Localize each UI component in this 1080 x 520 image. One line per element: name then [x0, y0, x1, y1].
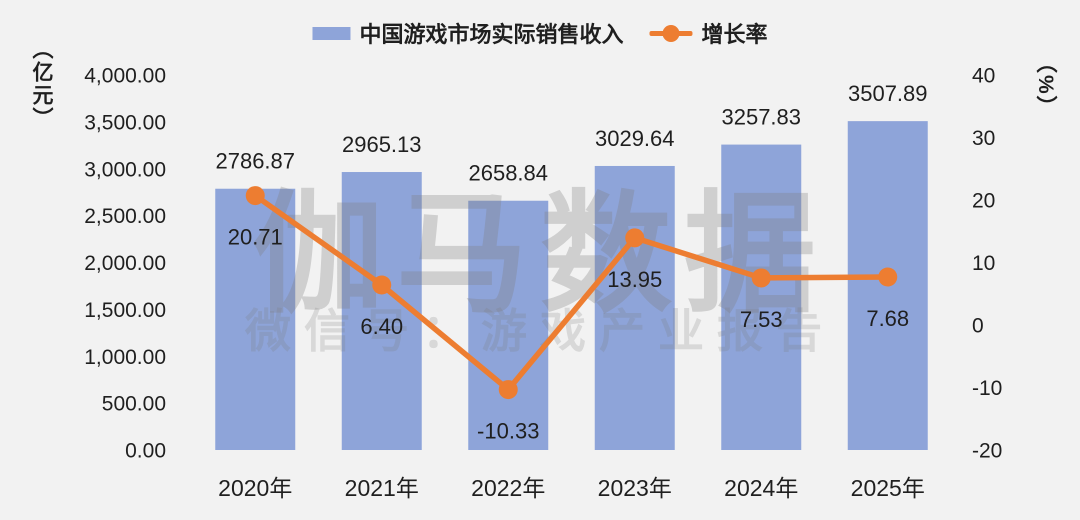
right-axis-unit-label: （%）: [1034, 52, 1057, 119]
bar-2023年: [594, 165, 675, 450]
legend-revenue-label: 中国游戏市场实际销售收入: [359, 22, 624, 47]
right-axis-tick: 10: [972, 252, 995, 275]
growth-point-2022年: [498, 380, 518, 400]
x-axis-label-2021年: 2021年: [345, 475, 419, 501]
bar-2021年: [341, 172, 422, 451]
left-axis-tick: 3,000.00: [84, 158, 166, 181]
legend: 中国游戏市场实际销售收入 增长率: [312, 17, 768, 49]
bar-2024年: [721, 144, 802, 450]
x-axis-label-2025年: 2025年: [851, 475, 925, 501]
legend-growth-label: 增长率: [701, 22, 768, 47]
right-axis-tick: 0: [972, 315, 984, 338]
bar-value-label: 2786.87: [215, 149, 295, 174]
left-axis-tick: 2,000.00: [84, 252, 166, 275]
bar-2022年: [468, 200, 549, 450]
legend-item-growth-rate: 增长率: [649, 17, 768, 49]
bar-value-label: 2658.84: [468, 161, 548, 186]
left-axis-tick: 3,500.00: [84, 111, 166, 134]
x-axis-label-2024年: 2024年: [724, 475, 798, 501]
growth-value-label: 20.71: [228, 225, 283, 250]
growth-rate-line: [252, 192, 891, 393]
growth-point-2021年: [372, 275, 392, 295]
bar-2020年: [215, 188, 296, 450]
growth-point-2024年: [751, 268, 771, 288]
growth-value-label: 7.53: [740, 307, 783, 332]
growth-value-label: 13.95: [607, 267, 662, 292]
left-axis-tick: 0.00: [125, 440, 166, 463]
watermark-wechat: 微信号：游戏产业报告: [245, 305, 835, 357]
growth-value-label: 7.68: [866, 306, 909, 331]
growth-value-label: 6.40: [360, 314, 403, 339]
growth-point-2020年: [245, 186, 265, 206]
left-axis-tick: 1,500.00: [84, 299, 166, 322]
right-axis-tick: 40: [972, 65, 995, 88]
bar-2025年: [847, 121, 928, 450]
x-axis-label-2020年: 2020年: [218, 475, 292, 501]
left-axis-unit-label: （亿元）: [30, 38, 53, 130]
x-axis-label-2022年: 2022年: [471, 475, 545, 501]
left-axis-tick: 2,500.00: [84, 205, 166, 228]
watermark-brand: 伽马数据: [252, 181, 828, 328]
line-series-marker-icon: [649, 24, 693, 42]
growth-point-2025年: [878, 267, 898, 287]
left-axis-tick: 500.00: [102, 393, 166, 416]
left-axis-tick: 4,000.00: [84, 65, 166, 88]
legend-item-revenue: 中国游戏市场实际销售收入: [312, 17, 624, 49]
bar-value-label: 3029.64: [595, 126, 675, 151]
bar-value-label: 2965.13: [342, 132, 422, 157]
right-axis-tick: 30: [972, 127, 995, 150]
bar-value-label: 3507.89: [848, 81, 928, 106]
growth-value-label: -10.33: [477, 419, 539, 444]
bar-series-swatch-icon: [312, 26, 351, 40]
right-axis-tick: -20: [972, 440, 1002, 463]
right-axis-tick: -10: [972, 377, 1002, 400]
right-axis-tick: 20: [972, 190, 995, 213]
left-axis-tick: 1,000.00: [84, 346, 166, 369]
bar-value-label: 3257.83: [721, 105, 801, 130]
growth-point-2023年: [625, 228, 645, 248]
x-axis-label-2023年: 2023年: [598, 475, 672, 501]
